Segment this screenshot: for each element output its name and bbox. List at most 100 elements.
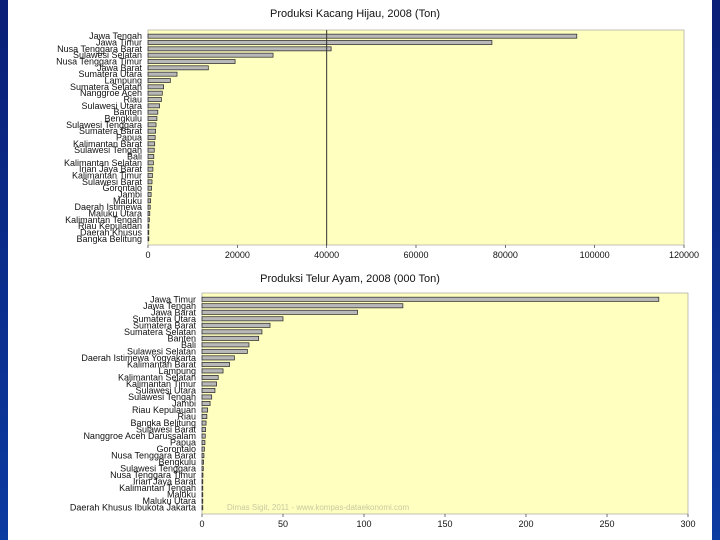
chart1-category-label: Jawa Timur — [96, 38, 142, 48]
chart1-category-label: Jawa Barat — [97, 63, 143, 73]
chart2-category-label: Sumatera Selatan — [124, 327, 196, 337]
chart2-category-label: Sulawesi Utara — [135, 385, 196, 395]
chart2-bar — [201, 440, 206, 446]
chart2-category-label: Lampung — [158, 366, 196, 376]
chart2-category-label: Nanggroe Aceh Darussalam — [83, 431, 196, 441]
chart2-bar — [201, 466, 204, 472]
chart2-category-label: Banten — [167, 333, 196, 343]
chart1-category-label: Bengkulu — [104, 114, 142, 124]
chart2-bar — [201, 381, 217, 387]
chart1-bar — [147, 103, 160, 109]
chart1-bar — [147, 223, 150, 229]
chart1-bar — [147, 40, 493, 45]
chart1-bar — [147, 65, 209, 71]
chart2-bar — [201, 361, 230, 367]
chart2-bar — [201, 375, 219, 380]
chart1-category-label: Daerah Khusus — [80, 228, 143, 238]
chart1-category-label: Banten — [113, 107, 142, 117]
chart2-category-label: Kalimantan Timur — [126, 379, 196, 389]
chart2-category-label: Riau Kepulauan — [132, 405, 196, 415]
chart2-bar — [201, 322, 271, 328]
chart2-bar — [201, 329, 263, 335]
chart1-category-label: Sulawesi Selatan — [73, 50, 142, 60]
chart2-category-label: Jawa Barat — [151, 307, 197, 317]
chart1-bar — [147, 198, 152, 204]
chart2-bar — [201, 498, 204, 504]
chart2-category-label: Sulawesi Barat — [136, 425, 197, 435]
chart1-bar — [147, 59, 236, 64]
chart2-bar — [201, 388, 216, 393]
chart2-bar — [201, 342, 250, 348]
chart1-bar — [147, 46, 332, 52]
chart1-category-label: Kalimantan Timur — [72, 171, 142, 181]
chart2-category-label: Kalimantan Selatan — [118, 372, 196, 382]
chart1-plot-area — [147, 29, 685, 246]
chart2-plot-area — [201, 292, 689, 515]
chart2-category-label: Kalimantan Barat — [127, 359, 197, 369]
chart2-category-label: Jawa Tengah — [143, 301, 196, 311]
chart1-category-label: Gorontalo — [102, 183, 142, 193]
chart2-category-label: Maluku Utara — [142, 496, 196, 506]
chart2-bar — [201, 355, 235, 361]
chart2-bar — [201, 433, 206, 439]
chart2-bar — [201, 309, 358, 315]
chart2-bar — [201, 401, 211, 406]
chart1-category-label: Papua — [116, 133, 142, 143]
chart1-category-label: Bangka Belitung — [76, 234, 142, 244]
chart2-bar — [201, 303, 404, 309]
chart1-bar — [147, 173, 153, 178]
chart1-bar — [147, 160, 154, 166]
chart1-bar — [147, 97, 162, 102]
chart1-category-label: Maluku Utara — [88, 209, 142, 219]
chart1-bar — [147, 179, 153, 185]
chart2-category-label: Daerah Khusus Ibukota Jakarta — [70, 503, 196, 513]
chart1-category-label: Sumatera Barat — [79, 126, 143, 136]
chart2-category-label: Bengkulu — [158, 457, 196, 467]
chart2-bar — [201, 505, 204, 511]
chart2-bar — [201, 485, 204, 491]
chart2-bar — [201, 446, 205, 452]
chart1-tick-label: 80000 — [493, 250, 518, 260]
chart1-bar — [147, 122, 157, 128]
chart1-category-label: Sulawesi Barat — [82, 177, 143, 187]
chart1-bar — [147, 71, 178, 77]
chart2-bar — [201, 335, 260, 341]
chart2-bar — [201, 414, 208, 419]
chart2-watermark: Dimas Sigit, 2011 - www.kompas-dataekono… — [227, 503, 409, 512]
chart2-category-label: Bali — [181, 340, 196, 350]
chart1-bar — [147, 78, 171, 83]
chart1-tick-label: 0 — [145, 250, 150, 260]
chart2-category-label: Sumatera Barat — [133, 320, 197, 330]
chart2-bar — [201, 479, 204, 485]
chart2-bar — [201, 427, 206, 432]
chart1-category-label: Sulawesi Utara — [81, 101, 142, 111]
chart1-bar — [147, 90, 163, 96]
chart1-bar — [147, 204, 151, 210]
chart2-title: Produksi Telur Ayam, 2008 (000 Ton) — [260, 273, 440, 285]
chart2-category-label: Sulawesi Tengah — [128, 392, 196, 402]
chart1-tick-label: 60000 — [403, 250, 428, 260]
chart1-title: Produksi Kacang Hijau, 2008 (Ton) — [270, 8, 440, 20]
chart1-category-label: Kalimantan Tengah — [65, 215, 142, 225]
chart1-category-label: Kalimantan Selatan — [64, 158, 142, 168]
chart2-category-label: Sumatera Utara — [132, 314, 196, 324]
chart2-bar — [201, 420, 207, 426]
chart2-category-label: Riau — [177, 412, 196, 422]
chart2-bar — [201, 492, 204, 498]
chart2-category-label: Nusa Tenggara Timur — [110, 470, 196, 480]
chart1-bar — [147, 135, 156, 140]
chart1-bar — [147, 154, 155, 159]
chart2-category-label: Jawa Timur — [150, 294, 196, 304]
chart2-bar — [201, 316, 284, 322]
chart1-tick-label: 120000 — [669, 250, 699, 260]
chart1-bar — [147, 230, 150, 235]
chart2-category-label: Maluku — [167, 490, 196, 500]
chart1-bar — [147, 192, 152, 197]
chart2-tick-label: 200 — [518, 519, 533, 529]
chart1-bar — [147, 84, 164, 90]
chart1-category-label: Daerah Istimewa — [74, 202, 142, 212]
chart2-category-label: Bangka Belitung — [130, 418, 196, 428]
chart2-category-label: Jambi — [172, 399, 196, 409]
chart1-category-label: Kalimantan Barat — [73, 139, 143, 149]
chart2-category-label: Sulawesi Selatan — [127, 346, 196, 356]
